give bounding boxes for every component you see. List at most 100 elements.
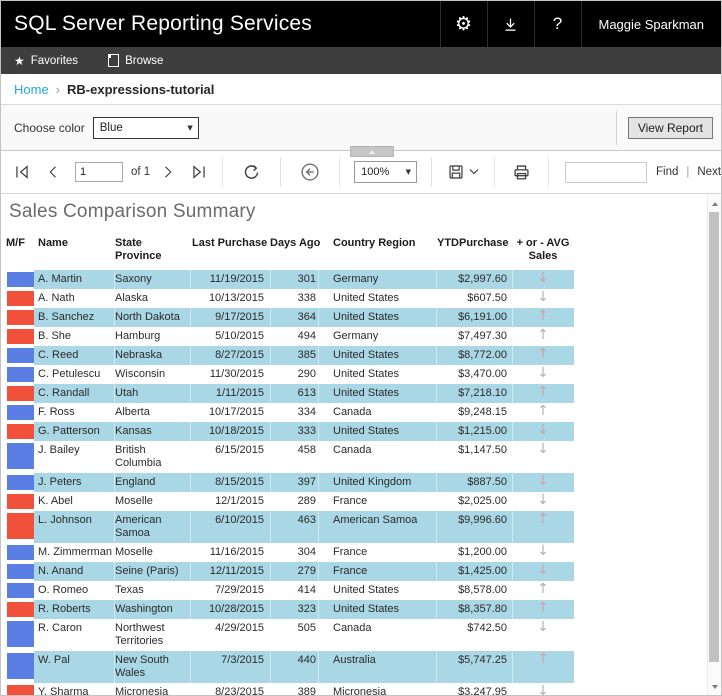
gender-indicator-cell (4, 289, 34, 308)
trend-cell: ↑ (512, 327, 574, 346)
breadcrumb-current: RB-expressions-tutorial (67, 81, 215, 97)
tab-favorites[interactable]: ★ Favorites (14, 54, 78, 68)
down-arrow-icon: ↓ (537, 543, 549, 559)
next-page-button[interactable] (160, 164, 176, 180)
name-cell: J. Bailey (38, 444, 80, 456)
scrollbar-thumb[interactable] (709, 212, 719, 662)
last-purchase-cell: 11/30/2015 (209, 368, 264, 380)
settings-button[interactable]: ⚙ (439, 1, 487, 47)
table-row: F. Ross Alberta 10/17/2015 334 Canada $9,248.… (4, 403, 574, 422)
column-header-avg-sales: + or - AVG Sales (516, 237, 570, 262)
last-purchase-cell: 12/11/2015 (190, 562, 270, 581)
name-cell: J. Peters (34, 473, 114, 492)
red-square-icon (7, 602, 34, 617)
ytd-purchase-cell: $607.50 (467, 292, 507, 304)
table-rows: A. Martin Saxony 11/19/2015 301 Germany $2,99… (4, 270, 574, 696)
app-title: SQL Server Reporting Services (14, 12, 312, 35)
last-page-button[interactable] (190, 163, 208, 181)
collapse-up-icon (369, 149, 375, 154)
days-ago-cell: 304 (297, 546, 316, 558)
table-row: W. Pal New South Wales 7/3/2015 440 Australi… (4, 651, 574, 683)
user-menu[interactable]: Maggie Sparkman (580, 1, 722, 47)
table-row: O. Romeo Texas 7/29/2015 414 United States $8… (4, 581, 574, 600)
export-button[interactable] (447, 163, 479, 181)
table-row: K. Abel Moselle 12/1/2015 289 France $2,025.0… (4, 492, 574, 511)
scroll-up-button[interactable] (708, 196, 721, 211)
scroll-down-button[interactable] (708, 679, 721, 694)
divider (548, 157, 549, 187)
country-region-cell: United States (318, 600, 436, 619)
gender-indicator-cell (4, 346, 34, 365)
vertical-scrollbar[interactable] (707, 194, 721, 695)
gender-indicator-cell (4, 562, 34, 581)
state-province-cell: British Columbia (115, 444, 162, 469)
choose-color-dropdown[interactable]: Blue ▼ (92, 116, 199, 139)
last-purchase-cell: 7/3/2015 (190, 651, 270, 683)
gender-indicator-cell (4, 543, 34, 562)
portal-nav-bar: ★ Favorites Browse (1, 47, 721, 74)
view-report-button[interactable]: View Report (627, 116, 713, 139)
trend-cell: ↓ (512, 683, 574, 695)
trend-cell: ↓ (512, 473, 574, 492)
favorites-label: Favorites (30, 54, 79, 67)
table-row: C. Reed Nebraska 8/27/2015 385 United States… (4, 346, 574, 365)
blue-square-icon (7, 475, 34, 490)
state-province-cell: New South Wales (114, 651, 190, 683)
divider (222, 157, 224, 187)
blue-square-icon (7, 545, 34, 560)
country-region-cell: United States (318, 308, 436, 327)
parameter-panel-right: View Report (615, 105, 721, 150)
browse-label: Browse (125, 54, 164, 67)
breadcrumb-home-link[interactable]: Home (14, 81, 49, 97)
country-region-cell: France (318, 562, 436, 581)
previous-page-button[interactable] (45, 164, 61, 180)
report-title: Sales Comparison Summary (9, 201, 256, 222)
red-square-icon (7, 291, 34, 306)
zoom-dropdown[interactable]: 100% ▼ (354, 161, 418, 183)
days-ago-cell: 301 (270, 270, 318, 289)
days-ago-cell: 289 (297, 495, 316, 507)
page-count-label: of 1 (131, 166, 151, 178)
table-header-row: M/F Name State Province Last Purchase Da… (4, 235, 574, 266)
table-row: L. Johnson American Samoa 6/10/2015 463 Amer… (4, 511, 574, 543)
tab-browse[interactable]: Browse (107, 53, 164, 67)
download-button[interactable] (486, 1, 534, 47)
page-number-input[interactable] (75, 162, 123, 182)
back-button[interactable] (300, 162, 320, 182)
gender-indicator-cell (4, 651, 34, 683)
find-link[interactable]: Find (656, 166, 679, 178)
trend-cell: ↓ (512, 270, 574, 289)
trend-cell: ↑ (512, 600, 574, 619)
country-region-cell: United Kingdom (318, 473, 436, 492)
collapse-parameters-handle[interactable] (350, 146, 394, 157)
last-purchase-cell: 11/19/2015 (190, 270, 270, 289)
name-cell: K. Abel (38, 495, 73, 507)
down-arrow-icon: ↓ (537, 562, 549, 578)
next-link[interactable]: Next (697, 166, 722, 178)
gender-indicator-cell (4, 308, 34, 327)
table-row: Y. Sharma Micronesia 8/23/2015 389 Micronesi… (4, 683, 574, 696)
help-button[interactable]: ? (533, 1, 581, 47)
red-square-icon (7, 513, 34, 539)
days-ago-cell: 494 (297, 330, 316, 342)
print-button[interactable] (512, 163, 531, 182)
last-purchase-cell: 12/1/2015 (215, 495, 264, 507)
ytd-purchase-cell: $1,215.00 (436, 422, 512, 441)
trend-cell: ↓ (512, 492, 574, 511)
blue-square-icon (7, 348, 34, 363)
red-square-icon (7, 310, 34, 325)
up-arrow-icon: ↑ (537, 651, 549, 667)
find-input[interactable] (565, 161, 647, 183)
country-region-cell: France (333, 495, 368, 507)
days-ago-cell: 397 (270, 473, 318, 492)
refresh-button[interactable] (242, 163, 261, 182)
table-row: C. Randall Utah 1/11/2015 613 United States $… (4, 384, 574, 403)
ytd-purchase-cell: $8,578.00 (458, 584, 507, 596)
choose-color-value: Blue (99, 121, 123, 134)
name-cell: O. Romeo (38, 584, 89, 596)
last-purchase-cell: 8/23/2015 (215, 686, 264, 696)
first-page-button[interactable] (13, 163, 31, 181)
gender-indicator-cell (4, 511, 34, 543)
first-page-icon (16, 165, 28, 179)
